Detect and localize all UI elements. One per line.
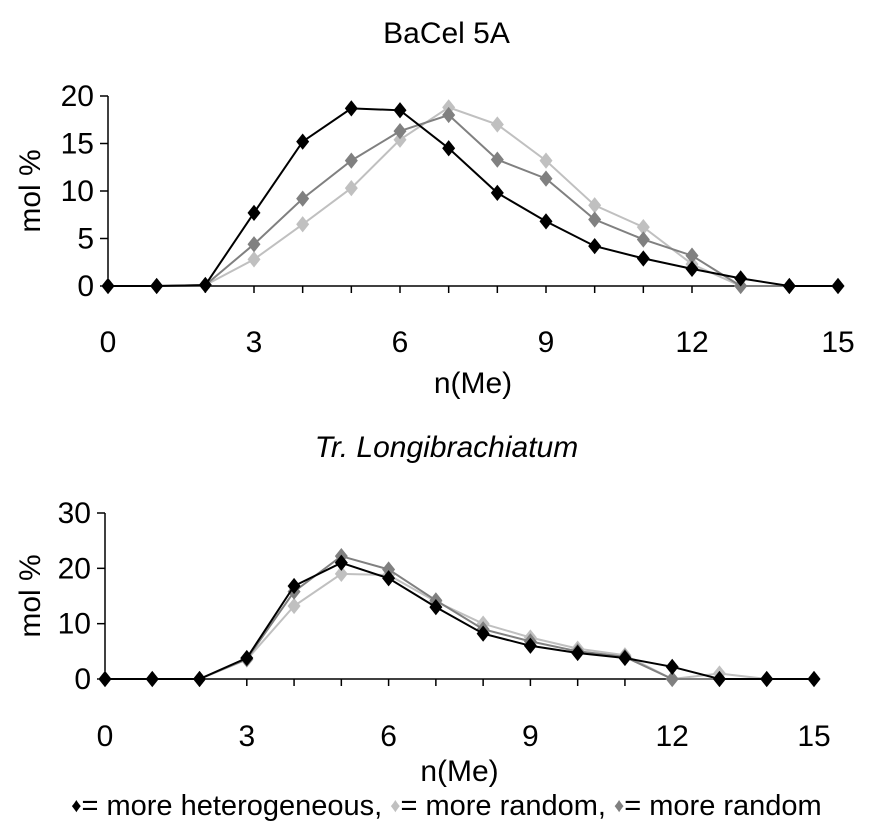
chart1-y-tick-label: 10 — [61, 175, 94, 208]
chart1-series-3-point — [539, 213, 553, 230]
chart2-x-tick-label: 0 — [97, 720, 114, 753]
chart1-series-3-point — [101, 277, 115, 295]
chart1-series-3-point — [393, 102, 407, 119]
legend-label-1: = more heterogeneous, — [81, 790, 383, 822]
chart1-series-1-line — [108, 106, 838, 287]
chart1-series-2-point — [685, 247, 699, 264]
chart2-x-tick-label: 6 — [380, 720, 397, 753]
chart2-series-3-point — [145, 670, 159, 688]
chart2-y-tick-label: 10 — [58, 608, 91, 641]
chart2-series-3-point — [618, 649, 632, 667]
chart1-y-tick-label: 0 — [77, 270, 94, 303]
chart2-x-tick-label: 9 — [522, 720, 539, 753]
legend-marker-3: ♦ — [614, 795, 625, 817]
chart-title-tr-longibrachiatum: Tr. Longibrachiatum — [314, 431, 579, 464]
chart2-series-3-line — [105, 561, 814, 680]
chart2-y-tick-label: 30 — [58, 497, 91, 530]
chart1-y-tick-label: 15 — [61, 128, 94, 161]
legend-marker-2: ♦ — [390, 795, 401, 817]
chart1-x-tick-label: 9 — [538, 326, 555, 359]
chart2-series-2-line — [105, 555, 814, 680]
chart1-series-1-point — [296, 216, 310, 233]
chart1-x-tick-label: 15 — [821, 326, 854, 359]
chart1-series-2-point — [539, 170, 553, 187]
chart1-series-2-line — [108, 113, 838, 287]
chart1-x-tick-label: 6 — [392, 326, 409, 359]
chart1-y-tick-label: 20 — [61, 80, 94, 113]
chart-title-bacel: BaCel 5A — [383, 17, 510, 50]
chart1-series-3-point — [782, 277, 796, 295]
chart1-series-1-point — [636, 218, 650, 236]
chart1-series-1-point — [539, 152, 553, 169]
chart1-x-axis-label: n(Me) — [434, 367, 512, 400]
chart1-series-2-point — [490, 151, 504, 168]
chart1-series-3-point — [442, 140, 456, 157]
chart1-series-2-point — [588, 211, 602, 228]
chart1-series-2-point — [247, 236, 261, 253]
chart1-series-3-point — [734, 270, 748, 287]
chart1-series-3-point — [344, 100, 358, 117]
chart1-series-3-point — [588, 237, 602, 255]
chart1-series-3-point — [685, 260, 699, 278]
chart2-series-2-point — [665, 670, 679, 688]
chart1-series-2-point — [393, 123, 407, 140]
chart2-y-axis-label: mol % — [14, 554, 47, 637]
chart2-series-3-point — [712, 670, 726, 688]
chart2-series-2-point — [382, 561, 396, 578]
chart1-series-3-point — [831, 277, 845, 295]
chart1-series-3-point — [296, 133, 310, 150]
chart1-series-1-point — [490, 116, 504, 133]
chart2-x-tick-label: 15 — [797, 720, 830, 753]
chart2-series-3-point — [240, 649, 254, 667]
chart1-series-1-point — [588, 197, 602, 214]
chart2-series-3-point — [523, 637, 537, 654]
chart2-x-tick-label: 3 — [238, 720, 255, 753]
chart1-series-3-point — [198, 276, 212, 294]
chart1-series-1-point — [247, 251, 261, 268]
chart1-y-tick-label: 5 — [77, 223, 94, 256]
chart2-x-axis-label: n(Me) — [420, 755, 498, 788]
chart2-y-tick-label: 0 — [74, 663, 91, 696]
chart1-x-tick-label: 3 — [246, 326, 263, 359]
legend-marker-1: ♦ — [71, 795, 82, 817]
chart1-series-2-point — [636, 231, 650, 248]
chart2-series-3-point — [807, 670, 821, 688]
chart2-series-3-point — [760, 670, 774, 688]
chart1-series-2-point — [296, 190, 310, 207]
chart1-series-1-point — [393, 131, 407, 148]
chart2-x-tick-label: 12 — [656, 720, 689, 753]
chart1-series-1-point — [344, 180, 358, 197]
chart2-series-3-point — [665, 658, 679, 675]
chart2-series-1-point — [287, 597, 301, 615]
legend-label-3: = more random — [624, 790, 822, 822]
chart2-series-1-line — [105, 572, 814, 681]
chart2-y-tick-label: 20 — [58, 552, 91, 585]
chart1-series-3-point — [247, 204, 261, 221]
legend-label-2: = more random, — [400, 790, 606, 822]
chart2-series-3-point — [382, 570, 396, 587]
legend: ♦= more heterogeneous, ♦= more random, ♦… — [0, 790, 893, 823]
chart2-series-3-point — [287, 577, 301, 595]
chart1-x-tick-label: 0 — [100, 326, 117, 359]
chart1-series-2-point — [344, 152, 358, 169]
chart1-series-3-point — [636, 250, 650, 267]
chart1-series-3-point — [490, 184, 504, 202]
chart2-series-3-point — [571, 644, 585, 662]
chart2-series-3-point — [334, 554, 348, 571]
chart1-series-2-point — [442, 106, 456, 124]
chart1-series-3-point — [150, 277, 164, 295]
chart1-series-3-line — [108, 107, 838, 287]
chart2-series-3-point — [429, 598, 443, 616]
chart2-series-3-point — [98, 670, 112, 688]
chart2-series-1-point — [334, 565, 348, 582]
chart2-series-3-point — [476, 625, 490, 642]
chart1-x-tick-label: 12 — [675, 326, 708, 359]
chart1-y-axis-label: mol % — [14, 149, 47, 232]
chart2-series-3-point — [193, 670, 207, 688]
